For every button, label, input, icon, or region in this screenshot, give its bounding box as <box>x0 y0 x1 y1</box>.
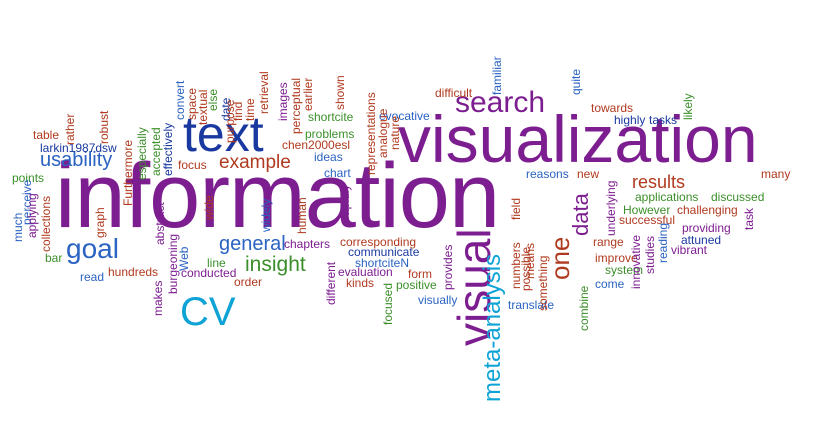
word-numbers: numbers <box>509 242 523 289</box>
word-usability: usability <box>40 149 113 171</box>
word-challenging: challenging <box>677 203 738 217</box>
word-come: come <box>595 277 625 291</box>
word-provides: provides <box>441 244 455 290</box>
word-search: search <box>455 86 546 119</box>
word-communicate: communicate <box>348 245 420 259</box>
word-successful: successful <box>619 213 676 227</box>
word-information: information <box>55 145 500 247</box>
word-translate: translate <box>508 298 555 312</box>
word-order: order <box>234 275 263 289</box>
word-visually: visually <box>418 293 458 307</box>
word-effectively: effectively <box>161 122 175 176</box>
word-nature: nature <box>388 115 402 150</box>
word-results: results <box>632 172 686 192</box>
word-something: something <box>536 255 550 311</box>
word-new: new <box>577 167 600 181</box>
word-bar: bar <box>45 251 63 265</box>
word-positive: positive <box>396 278 437 292</box>
word-range: range <box>593 235 624 249</box>
word-many: many <box>761 167 791 181</box>
word-data: data <box>568 193 593 236</box>
word-widely: widely <box>259 198 273 232</box>
word-text: text <box>183 106 264 162</box>
word-familiar: familiar <box>490 56 504 95</box>
word-robust: robust <box>97 110 111 144</box>
word-field: field <box>509 197 523 220</box>
word-likely: likely <box>681 93 695 120</box>
word-reading: reading <box>656 222 670 263</box>
word-especially: especially <box>135 127 149 180</box>
word-purpose: purpose <box>223 99 237 143</box>
word-general: general <box>219 233 286 255</box>
word-studies: studies <box>643 235 657 274</box>
word-towards: towards <box>591 101 634 115</box>
word-tasks: tasks <box>649 113 678 127</box>
word-much: much <box>11 212 25 242</box>
word-improve: improve <box>595 251 638 265</box>
word-attuned: attuned <box>681 233 722 247</box>
word-points: points <box>12 171 45 185</box>
word-discussed: discussed <box>711 190 765 204</box>
word-shortcite: shortcite <box>308 110 354 124</box>
word-highly: highly <box>614 113 646 127</box>
word-however: However <box>623 203 671 217</box>
word-chart: chart <box>324 166 351 180</box>
word-quite: quite <box>569 68 583 95</box>
word-collections: collections <box>39 195 53 252</box>
word-reasons: reasons <box>526 167 569 181</box>
word-furthermore: Furthermore <box>121 139 135 206</box>
word-line: line <box>207 256 226 270</box>
word-shown: shown <box>333 75 347 110</box>
word-different: different <box>324 261 338 305</box>
word-providing: providing <box>682 221 731 235</box>
word-insight: insight <box>245 253 306 276</box>
word-focus: focus <box>178 158 207 172</box>
word-goal: goal <box>66 233 119 264</box>
word-larkin1987dsw: larkin1987dsw <box>40 141 117 155</box>
word-table: table <box>33 128 60 142</box>
word-form: form <box>408 267 432 281</box>
word-else: else <box>206 88 220 111</box>
word-conducted: conducted <box>181 266 237 280</box>
word-corresponding: corresponding <box>340 235 417 249</box>
word-chen2000esl: chen2000esl <box>282 138 351 152</box>
word-human: human <box>295 197 309 234</box>
word-abstract: abstract <box>153 202 167 245</box>
word-rather: rather <box>63 113 77 145</box>
word-focused: focused <box>381 282 395 325</box>
word-makes: makes <box>151 280 165 316</box>
word-cv: CV <box>180 290 236 334</box>
word-wide: wide <box>202 195 216 220</box>
word-shortciten: shortciteN <box>355 256 410 270</box>
word-burgeoning: burgeoning <box>166 233 180 294</box>
word-time: time <box>243 98 257 121</box>
word-meta-analysis: meta-analysis <box>479 253 506 402</box>
word-read: read <box>80 270 105 284</box>
word-problems: problems <box>305 127 355 141</box>
word-vibrant: vibrant <box>671 243 708 257</box>
word-system: system <box>605 263 644 277</box>
word-underlying: underlying <box>604 180 618 236</box>
word-kinds: kinds <box>346 276 375 290</box>
word-earlier: earlier <box>301 77 315 111</box>
word-evaluation: evaluation <box>338 265 393 279</box>
word-hundreds: hundreds <box>108 265 159 279</box>
word-applications: applications <box>635 190 699 204</box>
word-combine: combine <box>577 285 591 331</box>
word-rapidly: rapidly <box>338 184 352 220</box>
word-difficult: difficult <box>435 86 473 100</box>
word-one: one <box>545 236 575 280</box>
word-graph: graph <box>93 207 107 238</box>
word-images: images <box>276 82 290 121</box>
word-visualization: visualization <box>398 102 758 176</box>
word-retrieval: retrieval <box>257 71 271 114</box>
word-task: task <box>742 207 756 230</box>
word-chapters: chapters <box>284 237 331 251</box>
word-innovative: innovative <box>629 234 643 289</box>
word-evocative: evocative <box>379 109 430 123</box>
word-ideas: ideas <box>314 150 343 164</box>
word-applying: applying <box>25 193 39 238</box>
word-example: example <box>219 152 291 173</box>
